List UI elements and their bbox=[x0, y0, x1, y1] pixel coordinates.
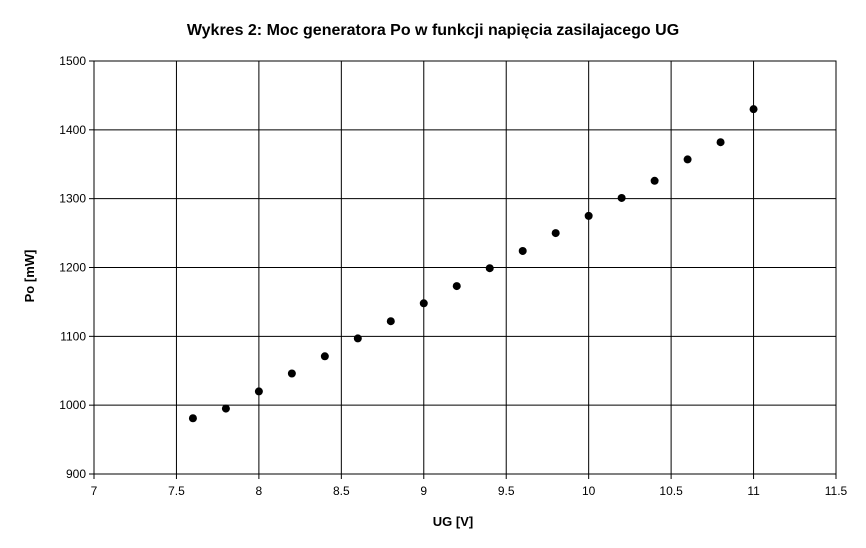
data-point bbox=[287, 369, 296, 378]
x-axis: 7 7.5 8 8.5 9 9.5 10 10.5 11 11.5 bbox=[91, 474, 848, 498]
x-tick-label: 9 bbox=[420, 484, 427, 498]
y-tick-label: 1400 bbox=[59, 123, 86, 137]
x-tick-label: 7.5 bbox=[168, 484, 185, 498]
grid bbox=[93, 60, 837, 475]
data-point bbox=[617, 193, 626, 202]
data-point bbox=[485, 264, 494, 273]
y-axis-label: Po [mW] bbox=[22, 250, 37, 303]
x-tick-label: 11.5 bbox=[825, 484, 848, 498]
data-point bbox=[221, 404, 230, 413]
data-point bbox=[683, 155, 692, 164]
data-point bbox=[551, 229, 560, 238]
y-axis: 900 1000 1100 1200 1300 1400 1500 bbox=[59, 54, 94, 481]
y-tick-label: 1500 bbox=[59, 54, 86, 68]
data-point bbox=[188, 414, 197, 423]
data-point bbox=[749, 105, 758, 114]
data-point bbox=[584, 211, 593, 220]
data-point bbox=[518, 246, 527, 255]
data-point bbox=[452, 282, 461, 291]
x-axis-label: UG [V] bbox=[433, 514, 473, 529]
x-tick-label: 7 bbox=[91, 484, 98, 498]
data-point bbox=[419, 299, 428, 308]
x-tick-label: 9.5 bbox=[498, 484, 515, 498]
y-tick-label: 900 bbox=[66, 467, 86, 481]
data-point bbox=[353, 334, 362, 343]
data-point bbox=[254, 387, 263, 396]
x-tick-label: 11 bbox=[747, 484, 760, 498]
data-points bbox=[188, 105, 758, 423]
x-tick-label: 8 bbox=[256, 484, 263, 498]
data-point bbox=[320, 352, 329, 361]
chart-title: Wykres 2: Moc generatora Po w funkcji na… bbox=[187, 22, 679, 39]
data-point bbox=[386, 317, 395, 326]
x-tick-label: 10 bbox=[582, 484, 596, 498]
y-tick-label: 1000 bbox=[59, 398, 86, 412]
data-point bbox=[650, 176, 659, 185]
x-tick-label: 10.5 bbox=[659, 484, 683, 498]
y-tick-label: 1300 bbox=[59, 192, 86, 206]
y-tick-label: 1200 bbox=[59, 261, 86, 275]
data-point bbox=[716, 138, 725, 147]
x-tick-label: 8.5 bbox=[333, 484, 350, 498]
y-tick-label: 1100 bbox=[60, 329, 86, 343]
